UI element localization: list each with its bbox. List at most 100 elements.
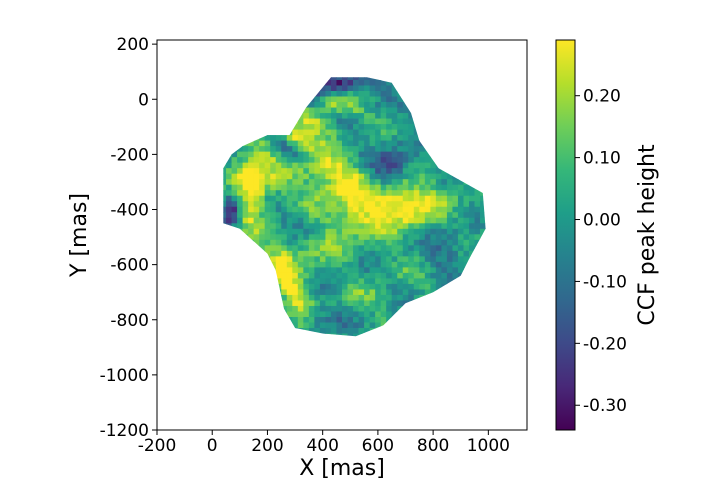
heatmap-cell: [231, 278, 238, 285]
heatmap-cell: [391, 267, 398, 274]
heatmap-cell: [253, 96, 260, 103]
heatmap-cell: [441, 333, 448, 337]
heatmap-cell: [253, 179, 260, 186]
heatmap-cell: [474, 278, 481, 285]
heatmap-cell: [264, 179, 271, 186]
heatmap-cell: [254, 69, 260, 75]
heatmap-cell: [286, 217, 293, 224]
heatmap-cell: [342, 339, 348, 345]
heatmap-cell: [474, 333, 481, 337]
heatmap-cell: [319, 151, 326, 158]
heatmap-cell: [336, 195, 343, 202]
heatmap-cell: [347, 168, 354, 175]
heatmap-cell: [457, 77, 464, 81]
heatmap-cell: [474, 212, 481, 219]
heatmap-cell: [330, 289, 337, 296]
heatmap-cell: [303, 102, 310, 108]
heatmap-cell: [237, 250, 243, 257]
heatmap-cell: [474, 206, 481, 213]
heatmap-cell: [264, 140, 271, 147]
heatmap-cell: [391, 201, 398, 208]
heatmap-cell: [364, 311, 371, 318]
heatmap-cell: [281, 113, 288, 119]
heatmap-cell: [474, 85, 481, 92]
heatmap-cell: [469, 118, 475, 125]
heatmap-cell: [336, 173, 343, 180]
heatmap-cell: [297, 256, 304, 263]
heatmap-cell: [419, 79, 426, 86]
heatmap-cell: [314, 124, 321, 130]
heatmap-cell: [452, 129, 459, 136]
heatmap-cell: [342, 179, 348, 186]
heatmap-cell: [446, 305, 453, 312]
heatmap-cell: [474, 190, 481, 197]
heatmap-cell: [474, 135, 481, 141]
heatmap-cell: [325, 85, 332, 92]
heatmap-cell: [215, 311, 221, 317]
heatmap-cell: [474, 328, 481, 334]
heatmap-cell: [232, 345, 238, 351]
heatmap-cell: [441, 345, 447, 351]
heatmap-cell: [342, 190, 348, 197]
heatmap-cell: [386, 267, 393, 274]
heatmap-cell: [286, 124, 293, 130]
heatmap-cell: [457, 212, 464, 219]
heatmap-cell: [242, 272, 249, 279]
heatmap-cell: [347, 245, 354, 252]
heatmap-cell: [308, 151, 315, 158]
heatmap-cell: [380, 333, 387, 337]
heatmap-cell: [237, 90, 243, 97]
heatmap-cell: [347, 195, 354, 202]
heatmap-cell: [446, 250, 453, 257]
heatmap-cell: [457, 124, 464, 130]
heatmap-cell: [446, 272, 453, 279]
heatmap-cell: [264, 124, 271, 130]
heatmap-cell: [364, 107, 371, 114]
heatmap-cell: [237, 322, 243, 329]
heatmap-cell: [419, 96, 426, 103]
heatmap-cell: [463, 305, 470, 312]
heatmap-cell: [270, 162, 277, 169]
heatmap-cell: [292, 77, 299, 81]
heatmap-cell: [391, 245, 398, 252]
heatmap-cell: [264, 305, 271, 312]
heatmap-cell: [231, 96, 238, 103]
heatmap-cell: [397, 135, 404, 141]
heatmap-cell: [259, 261, 266, 268]
heatmap-cell: [314, 113, 321, 119]
heatmap-cell: [215, 163, 221, 169]
heatmap-cell: [397, 217, 404, 224]
heatmap-cell: [319, 179, 326, 186]
heatmap-cell: [430, 179, 437, 186]
heatmap-cell: [292, 278, 299, 285]
heatmap-cell: [441, 234, 448, 241]
heatmap-cell: [402, 118, 409, 125]
heatmap-cell: [259, 267, 266, 274]
heatmap-cell: [485, 157, 486, 164]
heatmap-cell: [275, 283, 282, 290]
heatmap-cell: [336, 317, 343, 323]
heatmap-cell: [297, 311, 304, 318]
heatmap-cell: [297, 289, 304, 296]
heatmap-cell: [397, 212, 404, 219]
heatmap-cell: [419, 322, 426, 329]
heatmap-cell: [336, 223, 343, 230]
heatmap-cell: [242, 322, 249, 329]
heatmap-cell: [223, 157, 227, 164]
heatmap-cell: [452, 113, 459, 119]
heatmap-cell: [297, 333, 304, 337]
heatmap-cell: [397, 195, 404, 202]
heatmap-cell: [342, 173, 348, 180]
heatmap-cell: [226, 85, 232, 92]
heatmap-cell: [286, 107, 293, 114]
heatmap-cell: [391, 90, 398, 97]
heatmap-cell: [457, 102, 464, 108]
heatmap-cell: [408, 77, 415, 81]
heatmap-cell: [474, 261, 481, 268]
heatmap-cell: [270, 250, 277, 257]
heatmap-cell: [270, 96, 277, 103]
heatmap-cell: [485, 328, 486, 334]
heatmap-cell: [297, 317, 304, 323]
heatmap-cell: [419, 294, 426, 301]
heatmap-cell: [353, 102, 359, 108]
